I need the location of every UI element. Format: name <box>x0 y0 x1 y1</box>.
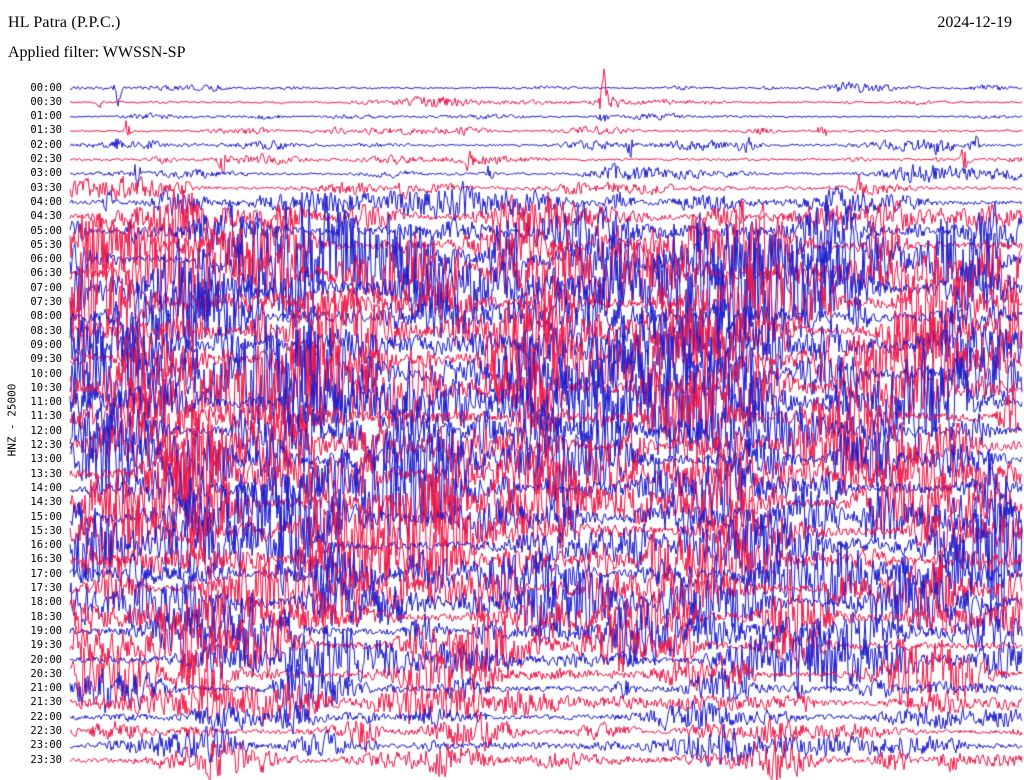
time-label: 13:00 <box>30 453 62 466</box>
time-label: 18:00 <box>30 596 62 609</box>
filter-label: Applied filter: WWSSN-SP <box>8 44 186 61</box>
time-label: 12:30 <box>30 439 62 451</box>
time-label: 17:00 <box>30 567 62 580</box>
time-label: 07:30 <box>30 296 62 308</box>
time-label: 20:00 <box>30 653 62 666</box>
time-label: 22:30 <box>30 725 62 737</box>
time-label: 05:30 <box>30 238 62 251</box>
time-label: 06:30 <box>30 267 62 280</box>
time-label: 15:00 <box>30 510 62 523</box>
time-label: 03:00 <box>30 167 62 180</box>
time-label: 10:30 <box>30 381 62 394</box>
time-label: 18:30 <box>30 610 62 623</box>
time-label: 00:30 <box>30 95 62 108</box>
time-label: 04:30 <box>30 210 62 223</box>
time-label: 19:30 <box>30 639 62 652</box>
time-label: 05:00 <box>30 224 62 237</box>
time-label: 11:30 <box>30 410 62 423</box>
time-label: 23:30 <box>30 753 62 766</box>
time-label: 19:00 <box>30 624 62 637</box>
time-label: 02:30 <box>30 153 62 165</box>
time-label: 03:30 <box>30 181 62 194</box>
time-label: 12:00 <box>30 424 62 437</box>
time-label: 09:30 <box>30 353 62 366</box>
time-axis: 00:00 00:30 01:00 01:30 02:00 02:30 03:00 03:30… <box>0 0 64 780</box>
time-label: 16:30 <box>30 553 62 566</box>
time-label: 08:00 <box>30 310 62 323</box>
time-label: 14:00 <box>30 481 62 494</box>
time-label: 04:00 <box>30 195 62 208</box>
time-label: 21:30 <box>30 696 62 709</box>
time-label: 17:30 <box>30 582 62 594</box>
time-label: 13:30 <box>30 467 62 480</box>
time-label: 08:30 <box>30 324 62 337</box>
station-title: HL Patra (P.P.C.) <box>8 14 121 31</box>
time-label: 20:30 <box>30 667 62 680</box>
time-label: 10:00 <box>30 367 62 380</box>
time-label: 00:00 <box>30 81 62 94</box>
time-label: 07:00 <box>30 281 62 294</box>
time-label: 16:00 <box>30 539 62 552</box>
time-label: 01:30 <box>30 124 62 137</box>
time-label: 09:00 <box>30 338 62 351</box>
record-date: 2024-12-19 <box>937 14 1012 31</box>
time-label: 06:00 <box>30 253 62 266</box>
time-label: 01:00 <box>30 110 62 123</box>
time-label: 02:00 <box>30 138 62 151</box>
time-label: 11:00 <box>30 396 62 409</box>
time-label: 22:00 <box>30 710 62 723</box>
time-label: 21:00 <box>30 682 62 695</box>
time-label: 23:00 <box>30 739 62 752</box>
time-label: 15:30 <box>30 524 62 537</box>
time-label: 14:30 <box>30 496 62 509</box>
